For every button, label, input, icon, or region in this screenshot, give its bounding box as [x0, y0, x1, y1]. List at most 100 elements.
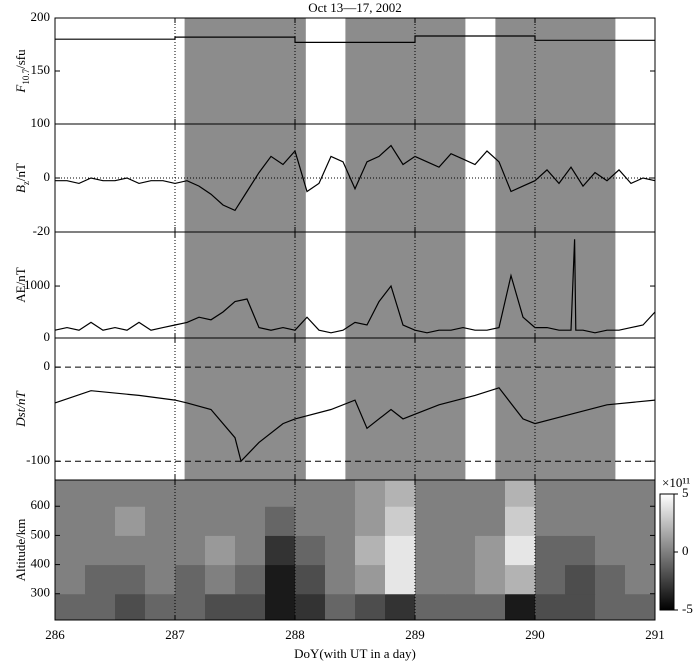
y-tick-label: 0 [44, 169, 51, 184]
heatmap-cell [55, 480, 86, 507]
shaded-interval [495, 18, 616, 480]
y-axis-label: Altitude/km [13, 519, 28, 582]
heatmap-cell [115, 593, 146, 621]
heatmap-cell [595, 593, 626, 621]
heatmap-cell [565, 564, 596, 595]
y-axis-label: AE/nT [13, 267, 28, 302]
x-tick-label: 291 [645, 627, 665, 642]
colorbar-tick-label: 5 [682, 485, 689, 500]
data-line [55, 144, 656, 212]
heatmap-cell [175, 593, 206, 621]
heatmap-cell [535, 480, 566, 507]
heatmap-cell [205, 564, 236, 595]
y-axis-label: Dst/nT [13, 391, 28, 428]
colorbar-label: ×10¹¹ [662, 475, 690, 490]
heatmap-cell [175, 506, 206, 536]
heatmap-cell [415, 564, 446, 595]
heatmap-cell [565, 480, 596, 507]
heatmap-cell [205, 506, 236, 536]
heatmap-cell [235, 564, 266, 595]
chart-title: Oct 13—17, 2002 [308, 0, 402, 15]
heatmap-cell [145, 480, 176, 507]
heatmap-cell [325, 564, 356, 595]
heatmap-cell [385, 480, 416, 507]
heatmap-cell [625, 535, 656, 566]
x-tick-label: 289 [405, 627, 425, 642]
heatmap-cell [505, 506, 536, 536]
heatmap-cell [295, 506, 326, 536]
heatmap-cell [145, 506, 176, 536]
colorbar-tick-label: -5 [682, 601, 693, 616]
heatmap-cell [175, 564, 206, 595]
heatmap-cell [595, 506, 626, 536]
shaded-interval [184, 18, 306, 480]
heatmap-cell [145, 564, 176, 595]
heatmap-cell [205, 480, 236, 507]
y-axis-label-part: Altitude/km [13, 519, 28, 582]
x-tick-label: 287 [165, 627, 185, 642]
y-tick-label: 150 [31, 62, 51, 77]
heatmap-cell [475, 564, 506, 595]
heatmap-cell [55, 593, 86, 621]
heatmap-cell [565, 506, 596, 536]
heatmap-cell [55, 506, 86, 536]
data-line [54, 239, 656, 334]
heatmap-cell [535, 564, 566, 595]
heatmap-cell [295, 564, 326, 595]
heatmap-cell [115, 535, 146, 566]
heatmap-cell [85, 480, 116, 507]
heatmap-cell [505, 480, 536, 507]
heatmap-cell [535, 506, 566, 536]
x-axis-label: DoY(with UT in a day) [294, 646, 416, 661]
heatmap-cell [325, 535, 356, 566]
heatmap-cell [115, 564, 146, 595]
heatmap-cell [625, 480, 656, 507]
y-tick-label: -100 [26, 452, 50, 467]
heatmap-cell [415, 535, 446, 566]
y-axis-label: Bz/nT [13, 163, 31, 193]
heatmap-cell [295, 535, 326, 566]
shaded-interval [345, 18, 466, 480]
heatmap-cell [505, 564, 536, 595]
heatmap-cell [445, 593, 476, 621]
heatmap-cell [235, 506, 266, 536]
heatmap-cell [475, 535, 506, 566]
heatmap-cell [85, 535, 116, 566]
heatmap-cell [385, 506, 416, 536]
heatmap-cell [505, 593, 536, 621]
heatmap-cell [505, 535, 536, 566]
heatmap-cell [55, 535, 86, 566]
heatmap-cell [355, 535, 386, 566]
heatmap-cell [445, 564, 476, 595]
heatmap-cell [385, 535, 416, 566]
y-tick-label: 1000 [24, 277, 50, 292]
heatmap-cell [265, 506, 296, 536]
y-axis-label-part: /nT [13, 163, 28, 181]
heatmap-cell [235, 535, 266, 566]
y-axis-label-part: F [13, 84, 28, 94]
heatmap-cell [295, 480, 326, 507]
y-tick-label: 600 [31, 497, 51, 512]
heatmap-cell [625, 506, 656, 536]
heatmap-cell [145, 535, 176, 566]
y-axis-label: F10.7/sfu [13, 49, 31, 94]
x-tick-label: 290 [525, 627, 545, 642]
y-tick-label: 0 [44, 329, 51, 344]
heatmap-cell [265, 480, 296, 507]
heatmap-cell [355, 506, 386, 536]
heatmap-cell [415, 506, 446, 536]
heatmap-cell [535, 535, 566, 566]
heatmap-cell [175, 480, 206, 507]
y-tick-label: 300 [31, 585, 51, 600]
heatmap-cell [265, 593, 296, 621]
heatmap-cell [115, 480, 146, 507]
y-tick-label: 0 [44, 358, 51, 373]
colorbar-tick-label: 0 [682, 543, 689, 558]
y-tick-label: 100 [31, 115, 51, 130]
x-tick-label: 288 [285, 627, 305, 642]
heatmap-cell [85, 564, 116, 595]
heatmap-cell [535, 593, 566, 621]
y-axis-label-part: AE/nT [13, 267, 28, 302]
heatmap-cell [265, 535, 296, 566]
